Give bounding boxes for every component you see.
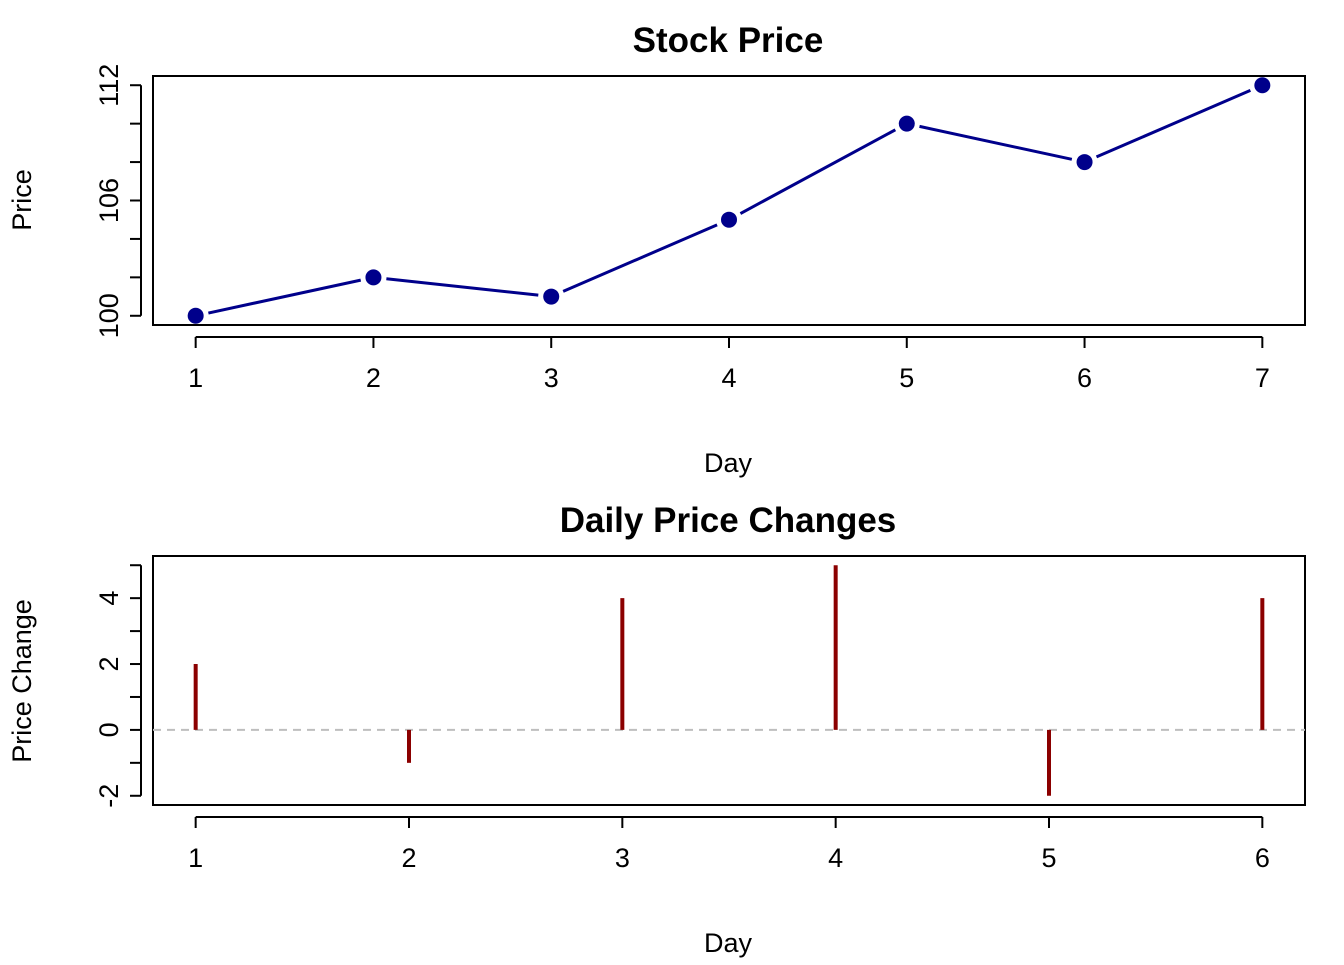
- y-tick-label: 106: [94, 178, 124, 223]
- series-points: [187, 77, 1271, 324]
- data-point: [898, 115, 915, 132]
- x-tick-label: 5: [1041, 843, 1056, 873]
- plot-frame: [152, 555, 1306, 806]
- x-tick-label: 1: [188, 843, 203, 873]
- data-point: [543, 288, 560, 305]
- stock-price-panel: Stock Price Day Price 1 2 3 4 5 6 7 100 106 112: [7, 21, 1306, 478]
- line-segment: [386, 277, 539, 297]
- x-tick-label: 5: [899, 363, 914, 393]
- series-bars: [193, 565, 1265, 796]
- x-tick-label: 2: [366, 363, 381, 393]
- line-segment: [208, 278, 362, 315]
- x-tick-label: 1: [188, 363, 203, 393]
- data-point: [721, 211, 737, 228]
- y-tick-label: 2: [94, 657, 124, 672]
- x-tick-label: 7: [1255, 363, 1270, 393]
- x-tick-label: 4: [828, 843, 843, 873]
- axes: 1 2 3 4 5 6 7 100 106 112: [94, 64, 1270, 393]
- y-tick-label: -2: [94, 784, 124, 808]
- y-tick-label: 100: [94, 293, 124, 338]
- data-point: [365, 269, 382, 286]
- x-tick-label: 6: [1255, 843, 1270, 873]
- line-segment: [1095, 89, 1251, 159]
- line-segment: [562, 223, 718, 293]
- x-tick-label: 6: [1077, 363, 1092, 393]
- x-tick-label: 4: [721, 363, 736, 393]
- chart-title: Stock Price: [633, 21, 824, 60]
- y-axis-label: Price: [7, 169, 37, 231]
- series-line: [208, 89, 1251, 315]
- data-point: [1076, 154, 1093, 171]
- x-tick-label: 2: [401, 843, 416, 873]
- y-tick-label: 112: [94, 64, 124, 107]
- chart-title: Daily Price Changes: [560, 501, 897, 540]
- y-tick-label: 4: [94, 591, 124, 606]
- data-point: [187, 307, 204, 324]
- x-tick-label: 3: [615, 843, 630, 873]
- y-axis-label: Price Change: [7, 599, 37, 763]
- x-axis-label: Day: [704, 928, 753, 958]
- plot-frame: [152, 75, 1306, 326]
- y-tick-label: 0: [94, 722, 124, 737]
- line-segment: [739, 128, 897, 215]
- line-segment: [919, 124, 1073, 161]
- daily-changes-panel: Daily Price Changes Day Price Change 1 2 3…: [7, 501, 1306, 958]
- data-point: [1254, 77, 1271, 94]
- x-tick-label: 3: [544, 363, 559, 393]
- axes: 1 2 3 4 5 6 -2 0 2 4: [94, 564, 1270, 873]
- x-axis-label: Day: [704, 448, 753, 478]
